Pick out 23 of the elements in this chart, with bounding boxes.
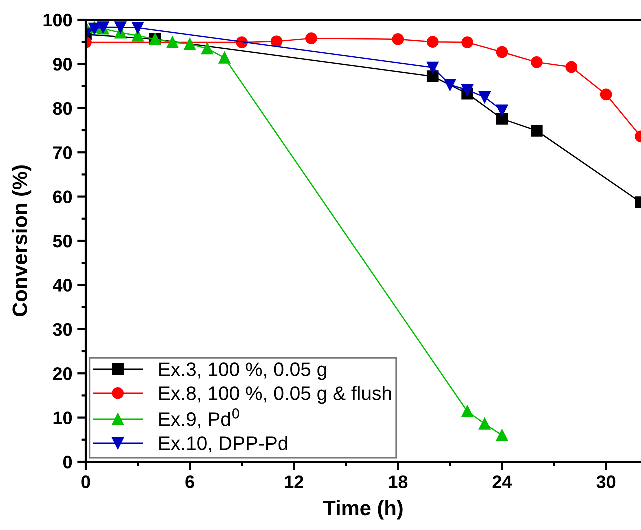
- legend-label: Ex.3, 100 %, 0.05 g: [160, 362, 326, 380]
- x-tick-label: 0: [82, 476, 90, 488]
- y-tick-label: 80: [53, 102, 72, 116]
- y-tick-label: 20: [53, 368, 72, 380]
- y-tick-label: 50: [53, 234, 72, 248]
- x-tick-label: 12: [285, 476, 304, 488]
- x-axis-title: Time (h): [323, 500, 403, 520]
- x-tick-label: 18: [389, 476, 408, 488]
- y-tick-label: 30: [53, 323, 72, 336]
- x-tick-label: 24: [492, 476, 512, 488]
- legend-label: Ex.9, Pd$^{0}$: [160, 408, 240, 429]
- legend-label: Ex.8, 100 %, 0.05 g & flush: [160, 386, 392, 404]
- y-tick-label: 40: [53, 279, 72, 292]
- y-tick-label: 10: [54, 412, 72, 425]
- legend-label: Ex.10, DPP-Pd: [160, 436, 288, 453]
- y-tick-label: 0: [63, 456, 72, 469]
- x-tick-label: 30: [596, 476, 616, 488]
- y-tick-label: 100: [44, 14, 72, 27]
- y-tick-label: 70: [54, 146, 72, 160]
- y-tick-label: 60: [53, 190, 72, 204]
- y-tick-label: 90: [53, 58, 72, 71]
- y-axis-title: Conversion (%): [12, 166, 32, 317]
- x-tick-label: 6: [186, 476, 194, 488]
